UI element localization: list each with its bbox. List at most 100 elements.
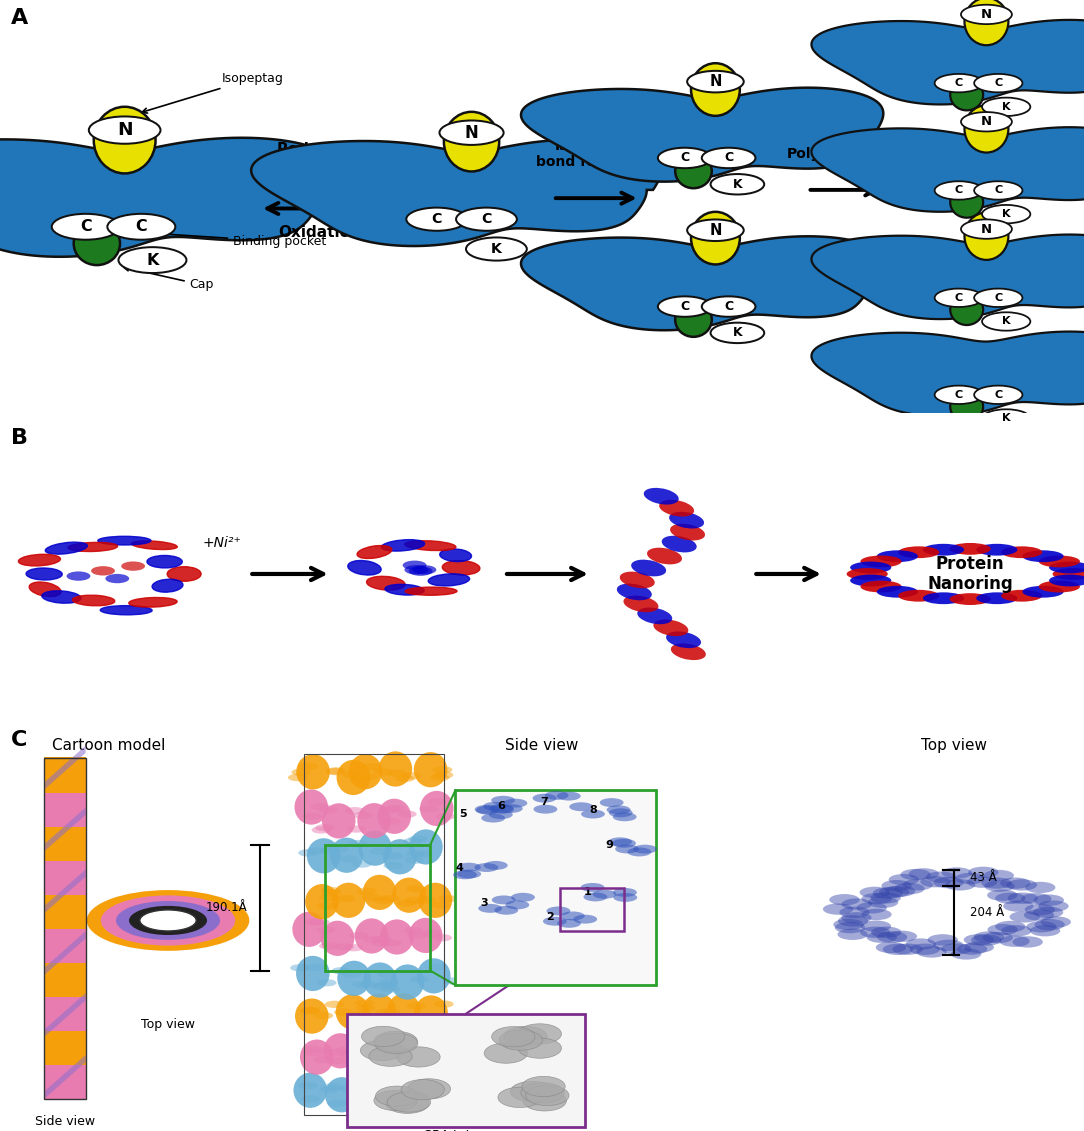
Text: C: C [680,300,689,313]
Ellipse shape [823,904,853,915]
Circle shape [982,409,1030,428]
Text: C: C [994,293,1003,303]
Ellipse shape [894,883,925,895]
Polygon shape [251,139,662,247]
Text: B: B [11,428,28,448]
Ellipse shape [29,582,61,596]
Ellipse shape [433,934,452,941]
Circle shape [982,97,1030,116]
Text: Side view: Side view [35,1115,95,1128]
Ellipse shape [323,1034,357,1069]
Ellipse shape [522,1090,566,1111]
Ellipse shape [380,920,414,955]
Text: 1: 1 [583,887,592,897]
Ellipse shape [417,958,451,993]
Ellipse shape [400,1093,420,1099]
Ellipse shape [341,970,361,977]
Ellipse shape [951,294,983,325]
Ellipse shape [359,774,378,780]
Text: N: N [709,223,722,238]
Polygon shape [44,931,86,975]
Ellipse shape [414,995,448,1030]
Ellipse shape [46,542,88,554]
Circle shape [456,208,517,231]
Bar [44,759,86,1098]
Ellipse shape [926,872,956,883]
Text: 3: 3 [480,898,489,908]
Ellipse shape [475,805,499,814]
Ellipse shape [659,500,694,517]
Ellipse shape [334,1009,353,1016]
Ellipse shape [995,892,1025,904]
Ellipse shape [521,1082,565,1103]
Ellipse shape [397,899,416,907]
Ellipse shape [614,888,637,897]
Ellipse shape [841,912,872,924]
Ellipse shape [325,1077,359,1113]
Text: Cartoon model: Cartoon model [52,739,165,753]
Ellipse shape [319,893,338,901]
Bar [44,792,86,827]
Ellipse shape [363,874,397,910]
Ellipse shape [909,943,940,955]
Ellipse shape [631,560,667,577]
Text: C: C [955,185,963,196]
Ellipse shape [378,751,412,786]
Ellipse shape [408,1056,427,1063]
Ellipse shape [324,1083,344,1090]
Circle shape [934,181,983,200]
Text: A: A [11,8,28,28]
Ellipse shape [392,1017,412,1024]
Ellipse shape [319,806,338,813]
Ellipse shape [356,1004,375,1011]
Text: N: N [117,121,132,139]
Ellipse shape [315,824,335,831]
Ellipse shape [306,884,339,920]
Ellipse shape [951,391,983,422]
Ellipse shape [838,929,868,940]
Ellipse shape [511,892,534,901]
Ellipse shape [1024,909,1055,921]
Ellipse shape [298,849,318,856]
Ellipse shape [417,897,437,904]
Ellipse shape [436,813,455,820]
Ellipse shape [829,895,860,906]
Text: Top view: Top view [141,1018,195,1030]
Ellipse shape [872,926,902,938]
Ellipse shape [392,1083,426,1119]
Ellipse shape [671,644,706,661]
Circle shape [89,116,160,144]
Ellipse shape [352,861,372,867]
Ellipse shape [1038,555,1080,568]
Ellipse shape [332,967,351,975]
Ellipse shape [319,846,338,854]
Ellipse shape [300,1007,320,1015]
Ellipse shape [862,893,892,905]
Ellipse shape [387,1091,430,1112]
Circle shape [701,296,756,317]
Ellipse shape [386,1094,429,1113]
Ellipse shape [332,882,365,918]
Ellipse shape [374,1031,417,1052]
Polygon shape [812,20,1084,104]
Ellipse shape [955,873,985,884]
Ellipse shape [489,810,513,819]
Circle shape [934,74,983,93]
Ellipse shape [692,63,739,115]
Bar [325,845,430,970]
Ellipse shape [877,551,918,562]
Ellipse shape [950,593,991,605]
Text: Oxidation: Oxidation [279,225,361,240]
Ellipse shape [543,917,567,925]
Ellipse shape [835,922,865,933]
Ellipse shape [973,931,1004,942]
Ellipse shape [358,888,377,895]
Ellipse shape [121,561,145,571]
Ellipse shape [984,880,1015,891]
Text: K: K [1002,317,1010,327]
Ellipse shape [390,965,424,1000]
Ellipse shape [850,562,891,573]
Text: Isopeptide
bond formation: Isopeptide bond formation [535,139,657,170]
Text: 7: 7 [540,797,549,808]
Ellipse shape [608,837,632,846]
